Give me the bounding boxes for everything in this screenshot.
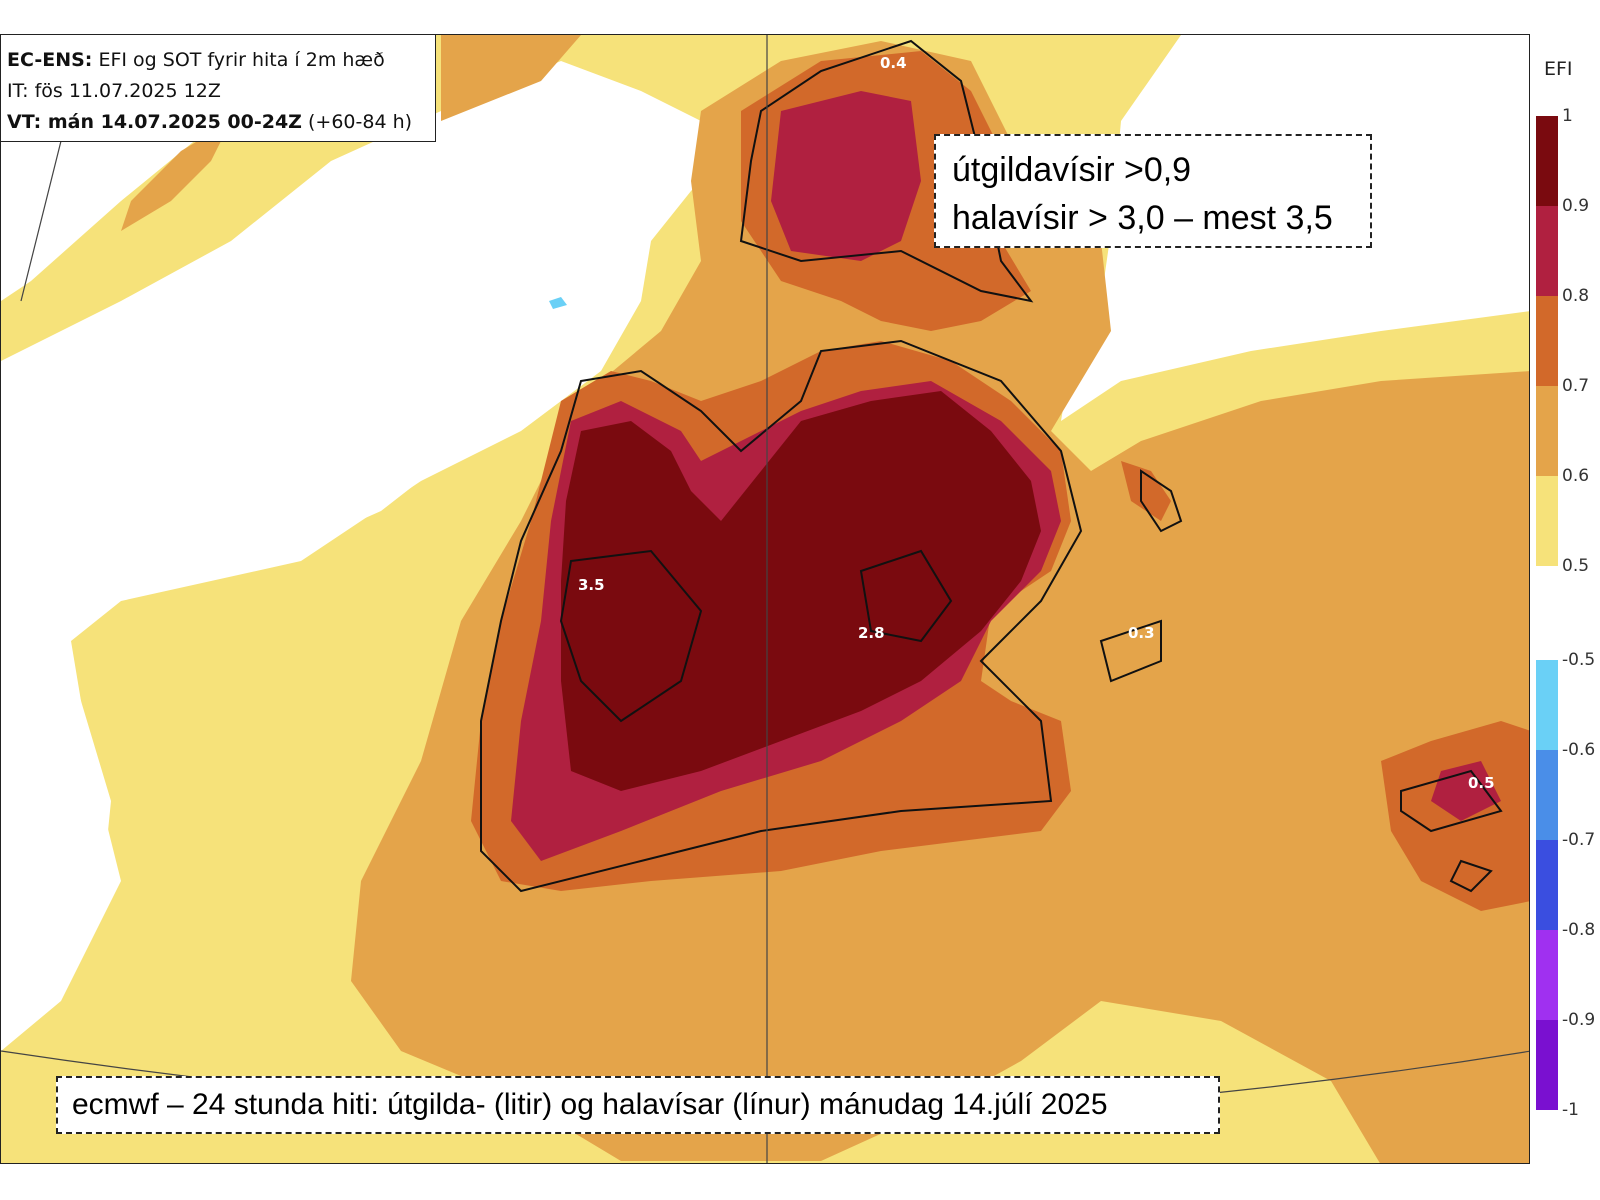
colorbar-positive-segment — [1536, 386, 1558, 476]
colorbar-negative-segment — [1536, 840, 1558, 930]
colorbar-positive-segment — [1536, 296, 1558, 386]
efi-map-graphics — [1, 35, 1529, 1163]
colorbar-positive-tick-label: 1 — [1562, 106, 1573, 126]
colorbar-positive-tick-label: 0.9 — [1562, 196, 1590, 216]
valid-time: VT: mán 14.07.2025 00-24Z — [7, 111, 302, 133]
sot-label: 0.4 — [880, 54, 907, 72]
efi-negative-blob — [549, 297, 567, 309]
colorbar-negative-tick-label: -1 — [1562, 1100, 1579, 1120]
colorbar-positive-tick-label: 0.5 — [1562, 556, 1590, 576]
callout-sot-line: halavísir > 3,0 – mest 3,5 — [952, 199, 1333, 237]
legend-title: EFI — [1544, 58, 1573, 80]
sot-label: 2.8 — [858, 624, 885, 642]
sot-label: 0.5 — [1468, 774, 1495, 792]
colorbar-positive-segment — [1536, 476, 1558, 566]
colorbar-positive-tick-label: 0.6 — [1562, 466, 1590, 486]
callout-efi-line: útgildavísir >0,9 — [952, 151, 1192, 189]
colorbar-negative-segment — [1536, 1020, 1558, 1110]
info-line-init-time: IT: fös 11.07.2025 12Z — [7, 80, 221, 102]
efi-region-07 — [1121, 461, 1171, 521]
colorbar-positive-segment — [1536, 116, 1558, 206]
forecast-info-box: EC-ENS: EFI og SOT fyrir hita í 2m hæð I… — [0, 34, 436, 142]
map-caption: ecmwf – 24 stunda hiti: útgilda- (litir)… — [56, 1076, 1220, 1134]
colorbar-negative-tick-label: -0.6 — [1562, 740, 1596, 760]
colorbar-negative-tick-label: -0.5 — [1562, 650, 1596, 670]
model-name: EC-ENS: — [7, 49, 93, 71]
no-signal-area — [1, 141, 631, 1011]
efi-region-06 — [121, 121, 231, 231]
colorbar-positive-tick-label: 0.8 — [1562, 286, 1590, 306]
colorbar-positive-tick-label: 0.7 — [1562, 376, 1590, 396]
sot-label: 3.5 — [578, 576, 605, 594]
efi-region-08 — [1431, 761, 1501, 821]
info-line-model: EC-ENS: EFI og SOT fyrir hita í 2m hæð — [7, 45, 435, 76]
info-line-valid-time: VT: mán 14.07.2025 00-24Z (+60-84 h) — [7, 107, 435, 138]
efi-map — [0, 34, 1530, 1164]
colorbar-negative-segment — [1536, 930, 1558, 1020]
sot-contours — [480, 39, 1503, 893]
lead-time: (+60-84 h) — [301, 111, 413, 133]
colorbar-negative-segment — [1536, 750, 1558, 840]
model-description: EFI og SOT fyrir hita í 2m hæð — [92, 49, 385, 71]
colorbar-negative-tick-label: -0.8 — [1562, 920, 1596, 940]
colorbar-positive-segment — [1536, 206, 1558, 296]
sot-label: 0.3 — [1128, 624, 1155, 642]
colorbar-negative-tick-label: -0.9 — [1562, 1010, 1596, 1030]
colorbar-negative-segment — [1536, 660, 1558, 750]
efi-region-08 — [771, 91, 921, 261]
colorbar-negative-tick-label: -0.7 — [1562, 830, 1596, 850]
efi-region-09 — [561, 391, 1041, 791]
threshold-callout: útgildavísir >0,9 halavísir > 3,0 – mest… — [934, 134, 1372, 248]
